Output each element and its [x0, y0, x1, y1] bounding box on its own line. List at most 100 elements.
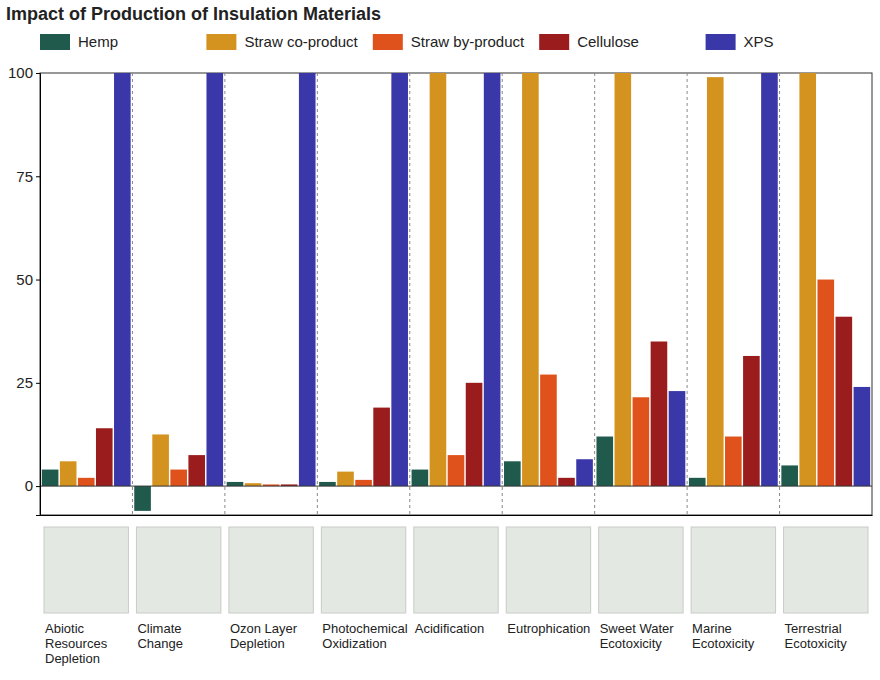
y-axis: 0 25 50 75 100	[8, 64, 41, 515]
photo-placeholder	[784, 527, 868, 613]
tick: 25	[16, 374, 40, 391]
tick-mark	[36, 73, 40, 74]
legend-item: XPS	[706, 33, 774, 50]
bar	[522, 73, 539, 486]
tick-label: 100	[8, 64, 33, 81]
grid-line	[224, 73, 225, 515]
legend-swatch	[40, 34, 70, 50]
bar	[836, 317, 853, 486]
plot-frame	[40, 73, 872, 515]
photo-placeholder	[321, 527, 405, 613]
bars	[42, 73, 870, 511]
bar	[448, 455, 465, 486]
bar	[615, 73, 632, 486]
baseline	[40, 486, 872, 487]
bar	[299, 73, 316, 486]
category-label: TerrestrialEcotoxicity	[785, 621, 848, 651]
category-label: Ozon LayerDepletion	[230, 621, 298, 651]
legend-label: Cellulose	[577, 33, 639, 50]
bar	[96, 428, 113, 486]
grid-line	[409, 73, 410, 515]
bar	[854, 387, 871, 486]
bar	[114, 73, 131, 486]
x-axis: AbioticResourcesDepletion ClimateChange Oz…	[41, 515, 873, 666]
bar	[781, 465, 798, 486]
legend-item: Cellulose	[539, 33, 639, 50]
tick: Acidification	[415, 515, 484, 636]
bar	[466, 383, 483, 486]
bar	[60, 461, 77, 486]
tick: 0	[25, 477, 40, 494]
tick-label: 25	[16, 374, 33, 391]
grid-line	[779, 73, 780, 515]
bar	[337, 472, 354, 486]
category-label: MarineEcotoxicity	[692, 621, 755, 651]
bar	[669, 391, 686, 486]
bar	[540, 375, 557, 487]
tick: Eutrophication	[507, 515, 590, 636]
photo-placeholder	[229, 527, 313, 613]
category-label: AbioticResourcesDepletion	[45, 621, 108, 666]
axis-line	[36, 74, 41, 516]
legend-item: Straw co-product	[206, 33, 358, 50]
tick: Ozon LayerDepletion	[230, 515, 298, 651]
tick-mark	[36, 383, 40, 384]
bar	[576, 459, 593, 486]
category-label: Sweet WaterEcotoxicity	[600, 621, 675, 651]
grid-line	[317, 73, 318, 515]
tick: AbioticResourcesDepletion	[45, 515, 108, 666]
tick: 75	[16, 168, 40, 185]
legend: Hemp Straw co-product Straw by-product Cell…	[40, 33, 774, 50]
tick-label: 50	[16, 271, 33, 288]
legend-swatch	[206, 34, 236, 50]
tick: ClimateChange	[137, 515, 183, 651]
legend-swatch	[539, 34, 569, 50]
bar	[391, 73, 408, 486]
bar	[689, 478, 706, 486]
legend-swatch	[373, 34, 403, 50]
photo-placeholder	[691, 527, 775, 613]
bar	[206, 73, 223, 486]
bar	[170, 470, 187, 487]
grid-line	[687, 73, 688, 515]
photo-placeholder	[414, 527, 498, 613]
bar	[596, 437, 613, 487]
category-label: PhotochemicalOxidization	[322, 621, 407, 651]
tick-label: 75	[16, 168, 33, 185]
bar	[558, 478, 575, 486]
bar	[412, 470, 429, 487]
legend-label: Hemp	[78, 33, 118, 50]
bar	[227, 482, 244, 486]
tick-mark	[36, 486, 40, 487]
grid-line	[132, 73, 133, 515]
bar	[430, 73, 447, 486]
bar	[319, 482, 336, 486]
tick: TerrestrialEcotoxicity	[785, 515, 848, 651]
bar	[188, 455, 205, 486]
legend-label: XPS	[744, 33, 774, 50]
bar	[761, 73, 778, 486]
bar	[42, 470, 59, 487]
legend-item: Hemp	[40, 33, 118, 50]
bar	[373, 408, 390, 486]
bar	[134, 486, 151, 511]
tick: Sweet WaterEcotoxicity	[600, 515, 675, 651]
grid-line	[594, 73, 595, 515]
bar	[484, 73, 501, 486]
grid	[132, 73, 779, 515]
photo-placeholder	[44, 527, 128, 613]
bar	[817, 280, 834, 487]
bar	[504, 461, 521, 486]
bar	[78, 478, 95, 486]
tick: MarineEcotoxicity	[692, 515, 755, 651]
photo-placeholder	[599, 527, 683, 613]
tick: 50	[16, 271, 40, 288]
bar	[355, 480, 372, 486]
tick-mark	[36, 280, 40, 281]
grid-line	[502, 73, 503, 515]
bar	[152, 434, 169, 486]
legend-label: Straw by-product	[411, 33, 525, 50]
tick: 100	[8, 64, 40, 81]
bar	[799, 73, 816, 486]
category-label: Acidification	[415, 621, 484, 636]
